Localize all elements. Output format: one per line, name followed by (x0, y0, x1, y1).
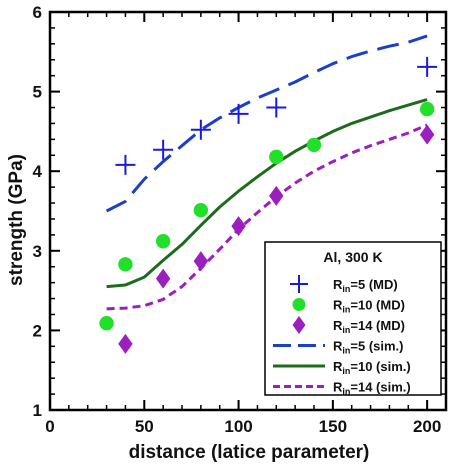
data-point-series-2 (419, 124, 435, 145)
data-point-series-0 (115, 154, 136, 175)
series-line-4 (106, 98, 428, 289)
data-point-series-2 (193, 251, 209, 272)
axes-layer: 0 50 100 150 200 1 2 3 4 5 6 (33, 3, 448, 436)
data-point-series-2 (231, 216, 246, 237)
y-tick-label: 2 (33, 321, 42, 340)
x-axis-label: distance (latice parameter) (129, 442, 370, 463)
y-tick-label: 5 (33, 83, 42, 102)
data-point-series-2 (118, 333, 133, 354)
data-point-series-0 (417, 56, 438, 77)
series-line-3 (105, 34, 428, 213)
data-point-series-1 (155, 234, 171, 249)
y-tick-label: 3 (33, 242, 42, 261)
legend: Al, 300 K Rin=5 (MD) Rin=10 (MD) Rin=14 (MD… (264, 241, 442, 397)
data-point-series-2 (269, 185, 284, 206)
y-axis-label: strength (GPa) (6, 154, 27, 286)
legend-label-1: Rin=10 (MD) (333, 298, 405, 315)
data-point-series-1 (269, 149, 284, 165)
legend-label-2: Rin=14 (MD) (333, 318, 405, 335)
data-point-series-0 (153, 139, 174, 160)
x-tick-label: 50 (135, 417, 154, 436)
data-point-series-1 (99, 316, 114, 331)
data-point-series-0 (190, 119, 211, 140)
data-point-series-0 (228, 103, 249, 124)
x-tick-label: 0 (45, 417, 54, 436)
legend-marker-0 (290, 275, 308, 293)
x-tick-label: 150 (319, 417, 347, 436)
legend-marker-2 (292, 316, 306, 334)
legend-title: Al, 300 K (323, 249, 382, 265)
legend-label-0: Rin=5 (MD) (333, 277, 398, 294)
x-tick-label: 100 (224, 417, 252, 436)
legend-marker-1 (292, 298, 306, 311)
data-point-series-1 (306, 137, 322, 153)
data-point-series-1 (118, 257, 133, 272)
legend-box (264, 241, 442, 396)
y-tick-label: 1 (33, 401, 42, 420)
legend-label-5: Rin=14 (sim.) (333, 380, 411, 397)
data-point-series-1 (193, 203, 209, 218)
x-tick-label: 200 (413, 417, 441, 436)
series-line-5 (106, 123, 428, 311)
data-point-series-0 (266, 97, 287, 118)
legend-label-4: Rin=10 (sim.) (333, 359, 411, 376)
plot-frame (48, 10, 448, 412)
y-tick-label: 4 (33, 162, 43, 181)
data-point-series-1 (419, 101, 435, 117)
legend-label-3: Rin=5 (sim.) (333, 339, 404, 356)
data-layer (99, 34, 438, 354)
data-point-series-2 (155, 268, 171, 289)
y-tick-label: 6 (33, 3, 42, 22)
